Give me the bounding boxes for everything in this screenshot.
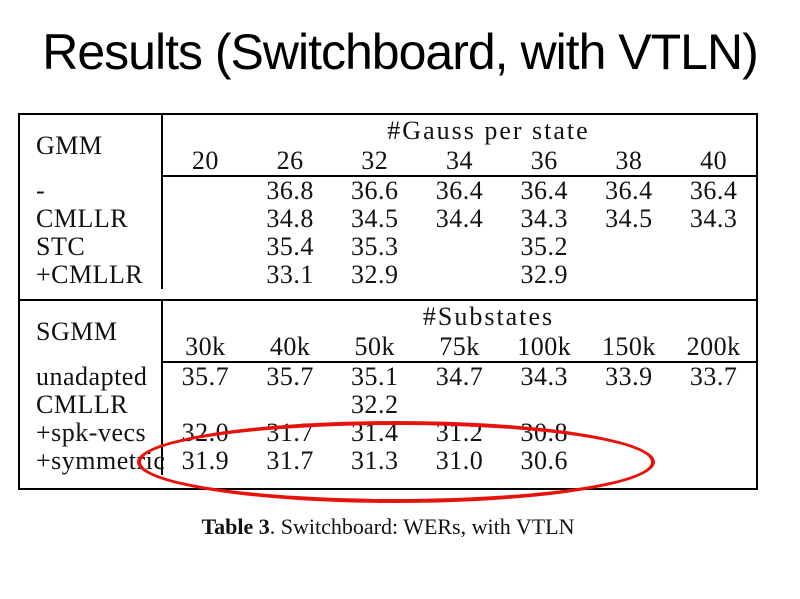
row-label: +symmetric <box>20 447 165 475</box>
col-header: 36 <box>501 147 587 177</box>
wer-value <box>587 233 672 261</box>
gmm-section: GMM #Gauss per state 20 26 32 34 36 38 4… <box>20 115 756 299</box>
gmm-span-header: #Gauss per state <box>387 116 590 145</box>
wer-value: 31.7 <box>266 418 314 447</box>
wer-value: 34.8 <box>266 204 314 233</box>
wer-value: 32.0 <box>181 418 230 447</box>
wer-value <box>163 391 248 419</box>
wer-value <box>671 391 756 419</box>
wer-value: 32.9 <box>520 260 568 289</box>
wer-value: 31.0 <box>435 446 484 475</box>
sgmm-span-header: #Substates <box>422 302 555 331</box>
wer-value <box>248 391 333 419</box>
wer-value <box>671 261 756 289</box>
wer-value: 31.4 <box>351 418 399 447</box>
col-header: 32 <box>332 147 418 177</box>
wer-value: 35.1 <box>351 362 399 391</box>
col-header: 30k <box>163 333 248 363</box>
wer-value <box>587 391 672 419</box>
wer-value: 30.6 <box>520 446 568 475</box>
wer-value <box>502 391 587 419</box>
sgmm-section: SGMM #Substates 30k 40k 50k 75k 100k 150… <box>20 299 756 488</box>
wer-value: 33.9 <box>605 362 653 391</box>
col-header: 38 <box>586 147 672 177</box>
wer-value <box>417 233 502 261</box>
wer-value: 31.3 <box>351 446 399 475</box>
gmm-section-label: GMM <box>20 115 163 177</box>
wer-value <box>417 391 502 419</box>
col-header: 75k <box>417 333 502 363</box>
wer-value <box>163 205 248 233</box>
wer-value: 35.7 <box>181 362 230 391</box>
wer-value <box>163 233 248 261</box>
wer-value: 35.2 <box>520 232 568 261</box>
wer-value: 35.4 <box>266 232 314 261</box>
caption-label: Table 3 <box>201 514 270 539</box>
wer-value <box>587 447 672 475</box>
wer-value: 31.9 <box>181 446 230 475</box>
wer-value: 31.7 <box>266 446 314 475</box>
col-header: 100k <box>501 333 587 363</box>
col-header: 40 <box>671 147 756 177</box>
row-label: unadapted <box>20 363 163 391</box>
row-label: +spk-vecs <box>20 419 163 447</box>
wer-value: 34.3 <box>520 362 568 391</box>
row-label: +CMLLR <box>20 261 163 289</box>
wer-value: 36.4 <box>689 176 738 205</box>
col-header: 34 <box>417 147 502 177</box>
wer-value: 36.8 <box>266 176 314 205</box>
wer-value <box>671 447 756 475</box>
wer-table: GMM #Gauss per state 20 26 32 34 36 38 4… <box>18 113 758 490</box>
wer-value <box>671 233 756 261</box>
wer-value <box>587 261 672 289</box>
wer-value: 36.4 <box>435 176 484 205</box>
col-header: 150k <box>586 333 672 363</box>
wer-value: 33.7 <box>689 362 738 391</box>
wer-value: 35.3 <box>351 232 399 261</box>
row-label: CMLLR <box>20 205 163 233</box>
wer-value: 31.2 <box>435 418 484 447</box>
wer-value: 34.4 <box>435 204 484 233</box>
wer-value: 34.3 <box>689 204 738 233</box>
caption-text: . Switchboard: WERs, with VTLN <box>269 514 575 539</box>
wer-value <box>587 419 672 447</box>
wer-value <box>417 261 502 289</box>
row-label: CMLLR <box>20 391 163 419</box>
wer-value: 32.2 <box>351 390 399 419</box>
table-caption: Table 3. Switchboard: WERs, with VTLN <box>18 514 758 540</box>
col-header: 200k <box>671 333 756 363</box>
wer-value: 36.6 <box>351 176 399 205</box>
wer-value <box>671 419 756 447</box>
sgmm-section-label: SGMM <box>20 301 163 363</box>
wer-value: 35.7 <box>266 362 314 391</box>
wer-value: 34.7 <box>435 362 484 391</box>
wer-value: 34.5 <box>351 204 399 233</box>
wer-value: 34.5 <box>605 204 653 233</box>
row-label: STC <box>20 233 163 261</box>
col-header: 50k <box>332 333 418 363</box>
slide-title: Results (Switchboard, with VTLN) <box>42 24 758 80</box>
wer-value <box>163 261 248 289</box>
wer-value: 36.4 <box>605 176 653 205</box>
wer-value: 33.1 <box>266 260 314 289</box>
col-header: 20 <box>163 147 248 177</box>
wer-value <box>163 177 248 205</box>
col-header: 26 <box>247 147 333 177</box>
wer-value: 32.9 <box>351 260 399 289</box>
wer-value: 34.3 <box>520 204 568 233</box>
col-header: 40k <box>247 333 333 363</box>
row-label: - <box>20 177 163 205</box>
wer-value: 30.8 <box>520 418 568 447</box>
wer-value: 36.4 <box>520 176 568 205</box>
